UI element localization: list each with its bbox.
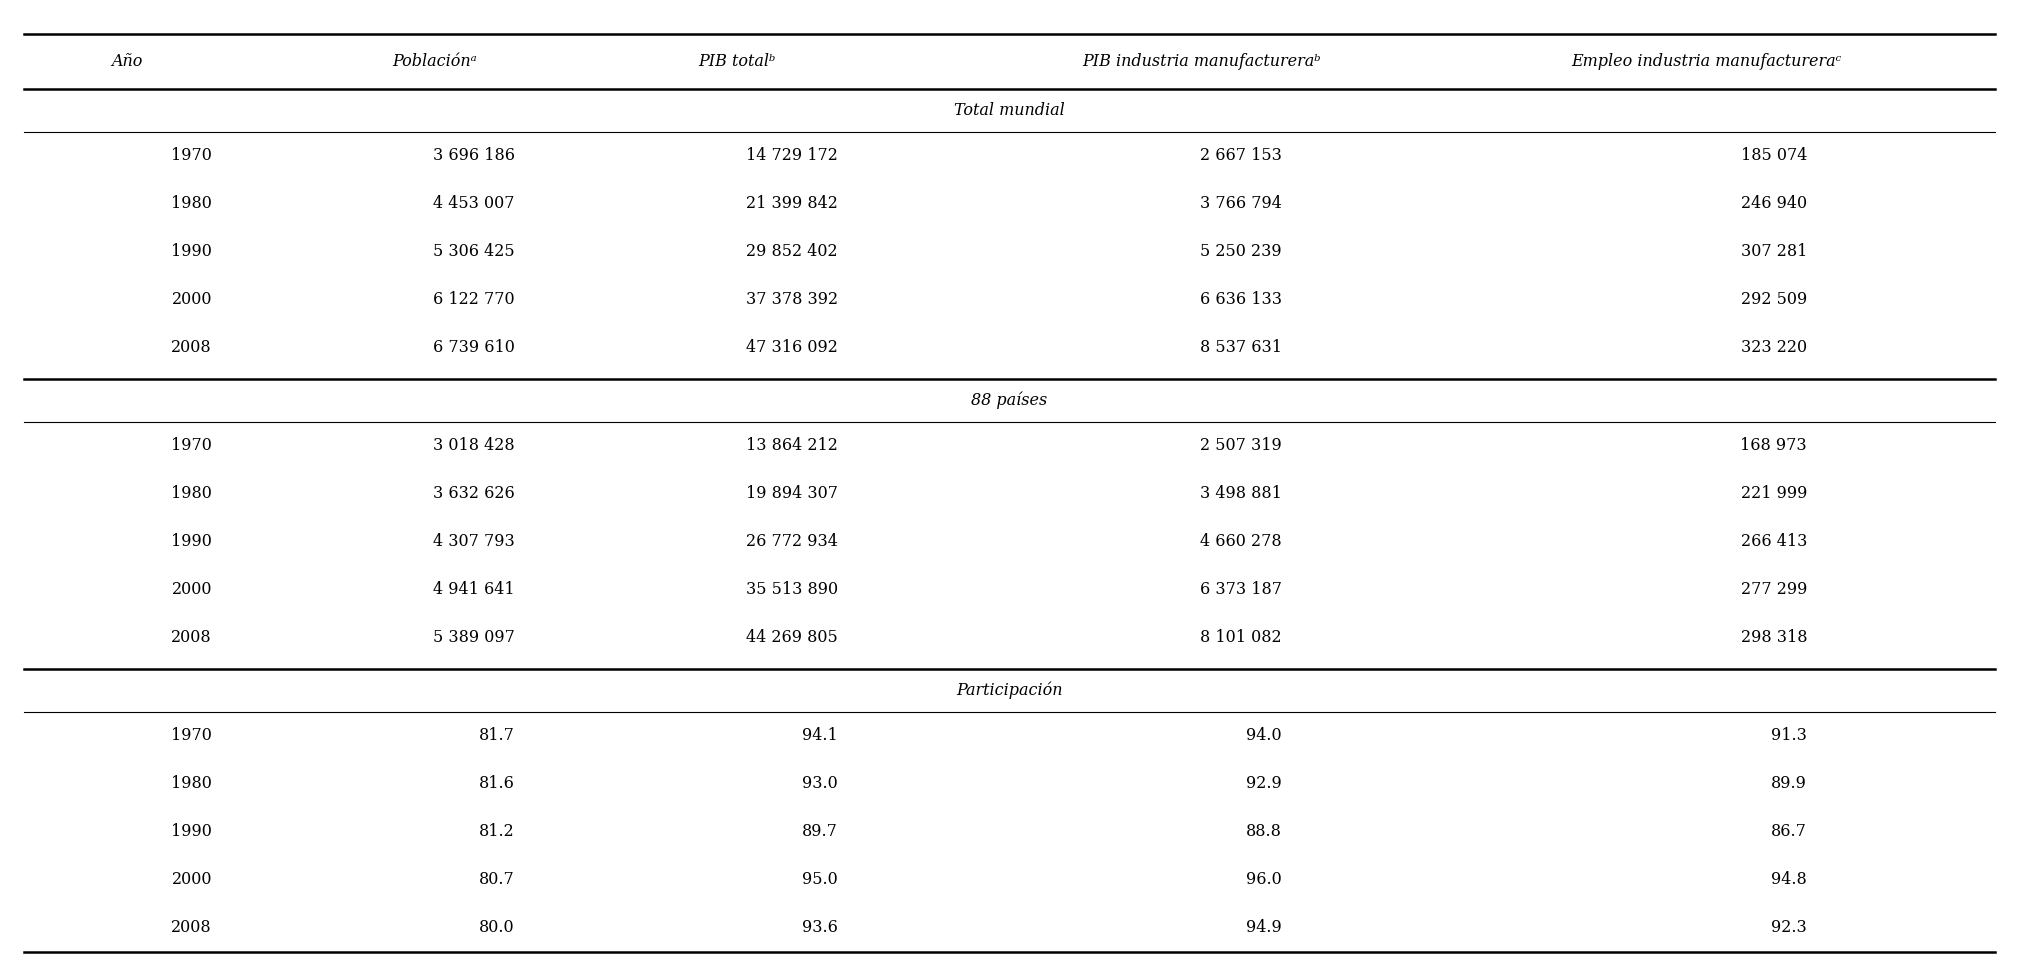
Text: 168 973: 168 973 [1740,437,1807,454]
Text: Participación: Participación [957,681,1062,699]
Text: 93.0: 93.0 [802,775,838,793]
Text: 277 299: 277 299 [1740,582,1807,598]
Text: 4 453 007: 4 453 007 [434,195,515,213]
Text: 5 306 425: 5 306 425 [434,243,515,261]
Text: 2000: 2000 [172,582,212,598]
Text: 92.3: 92.3 [1771,919,1807,936]
Text: 2000: 2000 [172,872,212,888]
Text: 5 389 097: 5 389 097 [432,630,515,646]
Text: 94.8: 94.8 [1771,872,1807,888]
Text: 4 941 641: 4 941 641 [434,582,515,598]
Text: 2 507 319: 2 507 319 [1201,437,1282,454]
Text: PIB totalᵇ: PIB totalᵇ [699,54,775,70]
Text: 307 281: 307 281 [1740,243,1807,261]
Text: 1980: 1980 [172,775,212,793]
Text: 91.3: 91.3 [1771,727,1807,744]
Text: 94.9: 94.9 [1246,919,1282,936]
Text: 6 122 770: 6 122 770 [434,292,515,308]
Text: 246 940: 246 940 [1740,195,1807,213]
Text: 92.9: 92.9 [1246,775,1282,793]
Text: 81.6: 81.6 [479,775,515,793]
Text: 8 537 631: 8 537 631 [1199,340,1282,356]
Text: 88 países: 88 países [971,391,1048,409]
Text: Empleo industria manufactureraᶜ: Empleo industria manufactureraᶜ [1571,54,1841,70]
Text: 1980: 1980 [172,195,212,213]
Text: 89.7: 89.7 [802,823,838,840]
Text: 4 660 278: 4 660 278 [1201,533,1282,550]
Text: 292 509: 292 509 [1740,292,1807,308]
Text: 44 269 805: 44 269 805 [747,630,838,646]
Text: 80.0: 80.0 [479,919,515,936]
Text: 4 307 793: 4 307 793 [434,533,515,550]
Text: 93.6: 93.6 [802,919,838,936]
Text: 266 413: 266 413 [1740,533,1807,550]
Text: 1990: 1990 [172,243,212,261]
Text: 96.0: 96.0 [1246,872,1282,888]
Text: 298 318: 298 318 [1740,630,1807,646]
Text: 21 399 842: 21 399 842 [745,195,838,213]
Text: 323 220: 323 220 [1740,340,1807,356]
Text: 185 074: 185 074 [1740,147,1807,164]
Text: Total mundial: Total mundial [955,102,1064,119]
Text: 2 667 153: 2 667 153 [1199,147,1282,164]
Text: 2000: 2000 [172,292,212,308]
Text: 3 696 186: 3 696 186 [432,147,515,164]
Text: 1970: 1970 [172,727,212,744]
Text: 94.0: 94.0 [1246,727,1282,744]
Text: 1970: 1970 [172,147,212,164]
Text: Año: Año [111,54,143,70]
Text: 29 852 402: 29 852 402 [747,243,838,261]
Text: 81.2: 81.2 [479,823,515,840]
Text: 13 864 212: 13 864 212 [745,437,838,454]
Text: 3 498 881: 3 498 881 [1199,485,1282,503]
Text: 3 766 794: 3 766 794 [1199,195,1282,213]
Text: 89.9: 89.9 [1771,775,1807,793]
Text: 26 772 934: 26 772 934 [745,533,838,550]
Text: Poblaciónᵃ: Poblaciónᵃ [392,54,476,70]
Text: 94.1: 94.1 [802,727,838,744]
Text: 88.8: 88.8 [1246,823,1282,840]
Text: 47 316 092: 47 316 092 [745,340,838,356]
Text: 3 018 428: 3 018 428 [434,437,515,454]
Text: 1990: 1990 [172,533,212,550]
Text: 6 636 133: 6 636 133 [1199,292,1282,308]
Text: 2008: 2008 [172,630,212,646]
Text: 6 373 187: 6 373 187 [1199,582,1282,598]
Text: 221 999: 221 999 [1740,485,1807,503]
Text: 80.7: 80.7 [479,872,515,888]
Text: 95.0: 95.0 [802,872,838,888]
Text: 81.7: 81.7 [479,727,515,744]
Text: 1970: 1970 [172,437,212,454]
Text: 19 894 307: 19 894 307 [745,485,838,503]
Text: 6 739 610: 6 739 610 [432,340,515,356]
Text: 1990: 1990 [172,823,212,840]
Text: PIB industria manufactureraᵇ: PIB industria manufactureraᵇ [1082,54,1320,70]
Text: 8 101 082: 8 101 082 [1201,630,1282,646]
Text: 86.7: 86.7 [1771,823,1807,840]
Text: 37 378 392: 37 378 392 [745,292,838,308]
Text: 2008: 2008 [172,340,212,356]
Text: 3 632 626: 3 632 626 [434,485,515,503]
Text: 5 250 239: 5 250 239 [1201,243,1282,261]
Text: 2008: 2008 [172,919,212,936]
Text: 14 729 172: 14 729 172 [745,147,838,164]
Text: 1980: 1980 [172,485,212,503]
Text: 35 513 890: 35 513 890 [745,582,838,598]
